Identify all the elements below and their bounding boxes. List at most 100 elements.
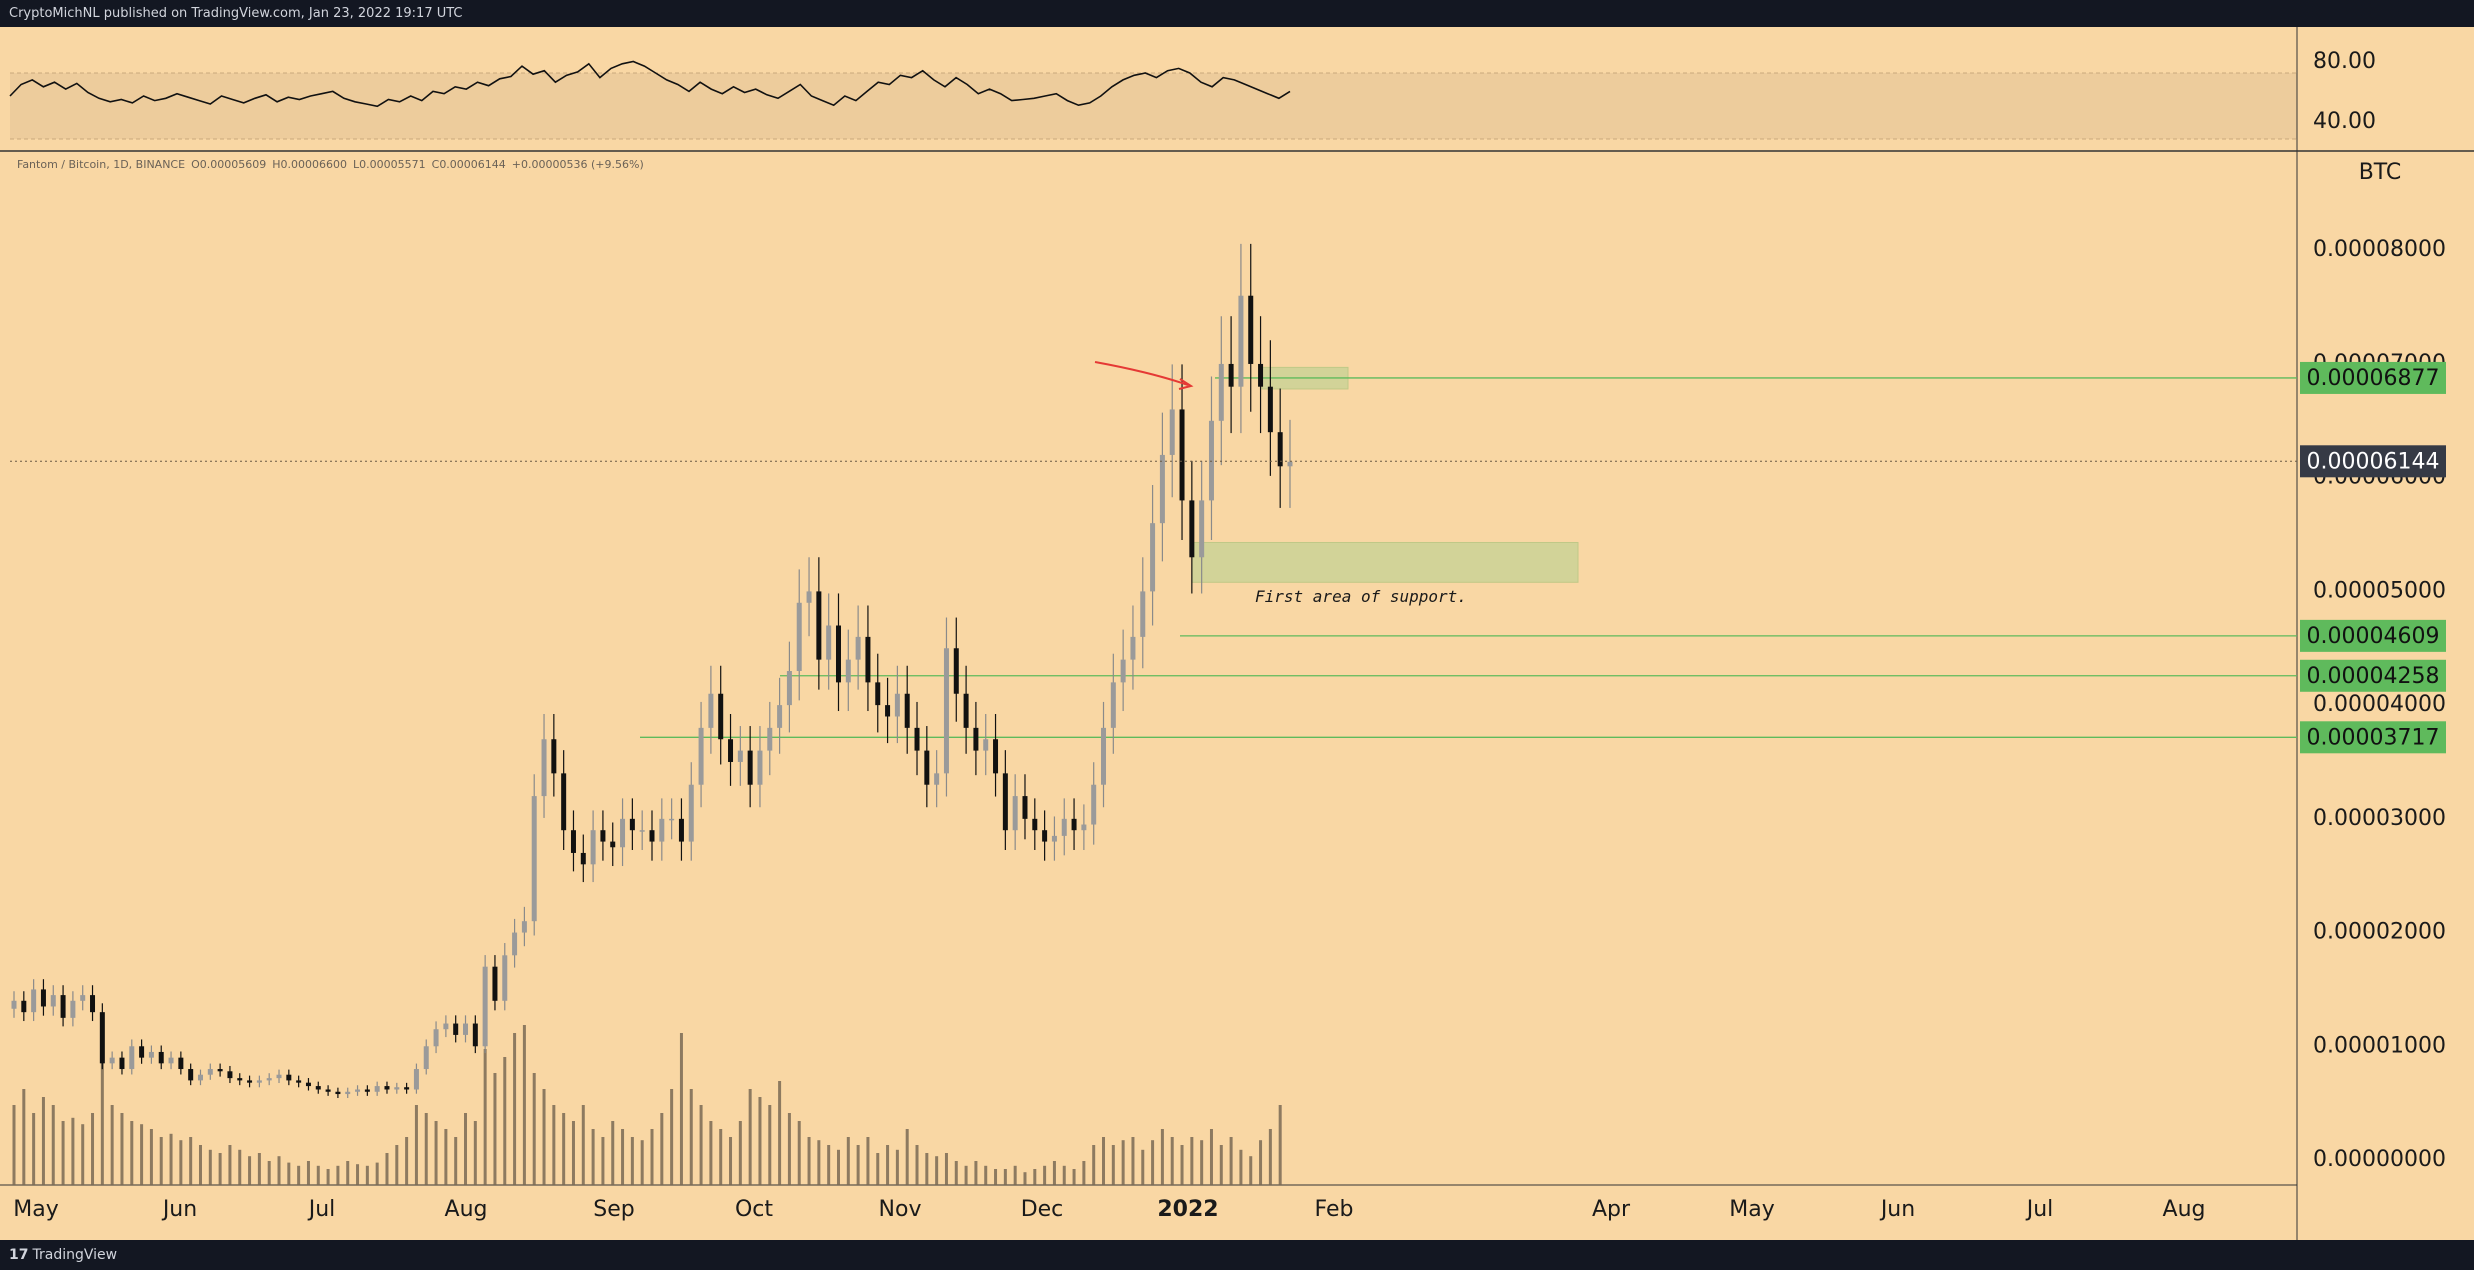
time-axis-label: May <box>1729 1197 1774 1222</box>
candle-body <box>1061 818 1067 836</box>
candle-body <box>728 739 734 762</box>
volume-bar <box>1209 1129 1213 1185</box>
volume-bar <box>483 1049 487 1185</box>
publish-header: CryptoMichNL published on TradingView.co… <box>0 0 2474 27</box>
volume-bar <box>689 1089 693 1185</box>
volume-bar <box>1121 1140 1125 1185</box>
volume-bar <box>925 1153 929 1185</box>
candle-body <box>1101 727 1107 785</box>
volume-bar <box>179 1140 183 1185</box>
red-arrow <box>1094 361 1189 386</box>
volume-bar <box>414 1105 418 1185</box>
candle-body <box>806 591 812 603</box>
volume-bar <box>356 1164 360 1185</box>
candle-body <box>40 989 46 1007</box>
volume-bar <box>1170 1137 1174 1185</box>
candle-body <box>60 995 66 1018</box>
chart[interactable]: 80.00 40.00 Fantom / Bitcoin, 1D, BINANC… <box>0 27 2474 1240</box>
candle-body <box>1150 523 1156 592</box>
time-axis-label: Jul <box>307 1197 336 1222</box>
level-label: 0.00004609 <box>2307 624 2440 649</box>
candle-body <box>1002 773 1008 831</box>
candle-body <box>266 1078 272 1081</box>
level-label: 0.00003717 <box>2307 725 2440 750</box>
level-lines: 0.00006877 0.00004609 0.00004258 0.00003717 <box>640 361 2446 754</box>
volume-bar <box>797 1121 801 1185</box>
candle-body <box>168 1057 174 1064</box>
volume-bar <box>326 1169 330 1185</box>
volume-bar <box>915 1145 919 1185</box>
volume-bar <box>650 1129 654 1185</box>
candle-body <box>413 1069 419 1090</box>
candle-body <box>669 818 675 821</box>
volume-bar <box>591 1129 595 1185</box>
volume-bar <box>1092 1145 1096 1185</box>
legend-open: 0.00005609 <box>200 158 266 171</box>
volume-bar <box>532 1073 536 1185</box>
oscillator-panel: 80.00 40.00 <box>9 49 2376 140</box>
candle-body <box>541 739 547 797</box>
volume-bar <box>660 1113 664 1185</box>
volume-bar <box>552 1105 556 1185</box>
volume-bar <box>287 1162 291 1185</box>
volume-bar <box>964 1165 968 1185</box>
volume-bar <box>228 1145 232 1185</box>
current-price-line: 0.00006144 <box>10 445 2446 478</box>
candle-body <box>355 1089 361 1092</box>
volume-bar <box>248 1156 252 1185</box>
volume-bar <box>670 1089 674 1185</box>
volume-bar <box>699 1105 703 1185</box>
candle-body <box>129 1046 135 1070</box>
osc-tick-80: 80.00 <box>2313 49 2376 74</box>
candle-body <box>384 1086 390 1090</box>
volume-bar <box>1043 1165 1047 1185</box>
support-annotation: First area of support. <box>1255 587 1467 606</box>
candle-body <box>188 1069 194 1081</box>
candle-body <box>178 1057 184 1070</box>
time-axis-label: Apr <box>1592 1197 1631 1222</box>
candle-body <box>453 1023 459 1035</box>
candles <box>11 243 1293 1098</box>
candle-body <box>315 1086 321 1090</box>
candle-body <box>109 1057 115 1064</box>
volume-bar <box>640 1140 644 1185</box>
candle-body <box>1051 835 1057 842</box>
candle-body <box>237 1078 243 1081</box>
time-axis-label: Sep <box>593 1197 634 1222</box>
candle-body <box>482 966 488 1047</box>
level-label-box <box>2300 659 2446 692</box>
candle-body <box>1140 591 1146 637</box>
candle-body <box>531 796 537 922</box>
volume-bar <box>375 1162 379 1185</box>
volume-bar <box>493 1073 497 1185</box>
candle-body <box>629 818 635 831</box>
price-tick-label: 0.00005000 <box>2313 578 2446 603</box>
volume-bar <box>778 1081 782 1185</box>
candle-body <box>718 693 724 740</box>
candle-body <box>688 784 694 842</box>
brand-text[interactable]: TradingView <box>32 1247 118 1263</box>
volume-bar <box>856 1145 860 1185</box>
candle-body <box>649 830 655 842</box>
volume-bar <box>1278 1105 1282 1185</box>
candle-body <box>610 841 616 848</box>
candle-body <box>80 995 86 1001</box>
candle-body <box>953 648 959 694</box>
candle-body <box>492 966 498 1001</box>
volume-bar <box>1239 1149 1243 1185</box>
volume-bar <box>130 1121 134 1185</box>
time-axis-label: Jun <box>161 1197 197 1222</box>
candle-body <box>835 625 841 683</box>
candle-body <box>335 1091 341 1095</box>
candle-body <box>1130 636 1136 660</box>
candle-body <box>207 1069 213 1075</box>
volume-bar <box>32 1113 36 1185</box>
volume-bar <box>1033 1169 1037 1185</box>
volume-bar <box>817 1140 821 1185</box>
candle-body <box>1277 432 1283 467</box>
volume-bar <box>866 1137 870 1185</box>
legend-low: 0.00005571 <box>359 158 425 171</box>
volume-bar <box>611 1121 615 1185</box>
volume-bar <box>405 1137 409 1185</box>
candle-body <box>21 1000 27 1013</box>
